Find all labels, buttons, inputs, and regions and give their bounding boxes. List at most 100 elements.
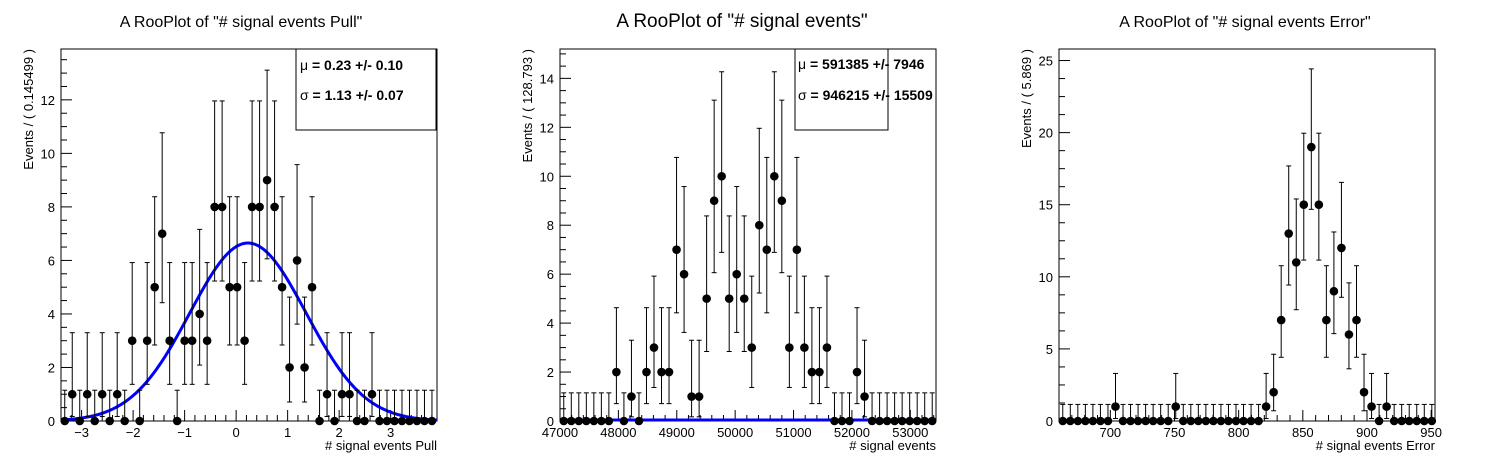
- stats-box: [295, 48, 437, 131]
- marker: [1163, 416, 1173, 426]
- data-point: [165, 262, 174, 385]
- y-tick-label: 12: [41, 93, 55, 108]
- marker: [172, 416, 182, 426]
- data-point: [202, 262, 212, 385]
- data-point: [397, 389, 407, 426]
- x-tick-label: 50000: [717, 425, 753, 440]
- marker: [1284, 229, 1294, 238]
- marker: [1239, 416, 1248, 426]
- marker: [270, 202, 279, 212]
- marker: [202, 336, 212, 346]
- data-point: [1111, 372, 1120, 420]
- marker: [1344, 330, 1354, 339]
- marker: [597, 416, 606, 426]
- x-tick-label: 52000: [834, 425, 870, 440]
- x-tick-label: 2: [336, 425, 343, 440]
- data-point: [405, 389, 414, 426]
- data-point: [574, 392, 584, 426]
- data-point: [1103, 403, 1113, 426]
- data-point: [1374, 403, 1384, 426]
- data-point: [367, 332, 377, 417]
- marker: [1126, 416, 1135, 426]
- data-point: [135, 389, 144, 426]
- marker: [1261, 402, 1271, 411]
- data-point: [1201, 403, 1211, 426]
- marker: [845, 416, 854, 426]
- data-point: [1231, 403, 1241, 426]
- data-point: [822, 275, 832, 388]
- marker: [1065, 416, 1075, 426]
- data-point: [897, 392, 907, 426]
- fit-curve: [60, 241, 438, 422]
- marker: [837, 416, 847, 426]
- y-tick-label: 0: [48, 414, 55, 429]
- marker: [1352, 315, 1361, 325]
- marker: [777, 196, 787, 206]
- data-point: [1088, 403, 1098, 426]
- marker: [90, 416, 100, 426]
- marker: [225, 282, 234, 292]
- data-point: [60, 389, 70, 426]
- data-point: [1291, 198, 1301, 311]
- stats-value: = 591385 +/- 7946: [806, 56, 925, 72]
- data-point: [232, 196, 242, 346]
- marker: [360, 416, 369, 426]
- y-tick-label: 14: [540, 71, 554, 86]
- data-point: [717, 71, 726, 253]
- data-point: [1389, 403, 1399, 426]
- marker: [180, 336, 189, 346]
- data-point: [679, 186, 689, 333]
- chart-panel-2: A RooPlot of "# signal events" 0 2 4 6 8 10 12 1…: [520, 11, 937, 453]
- data-point: [1118, 403, 1128, 426]
- data-point: [890, 392, 899, 426]
- marker: [1299, 200, 1309, 210]
- marker: [604, 416, 614, 426]
- marker: [1404, 416, 1414, 426]
- marker: [420, 416, 429, 426]
- y-tick-label: 15: [1039, 198, 1053, 213]
- data-point: [75, 389, 85, 426]
- data-point: [747, 275, 757, 388]
- x-tick-label: −2: [126, 425, 141, 440]
- marker: [687, 392, 696, 401]
- data-point: [337, 332, 347, 417]
- marker: [157, 229, 167, 238]
- x-tick-label: −3: [74, 425, 89, 440]
- data-point: [724, 215, 734, 352]
- chart-title: A RooPlot of "# signal events": [616, 11, 867, 32]
- x-tick-label: 49000: [659, 425, 695, 440]
- x-tick-label: −1: [177, 425, 192, 440]
- data-point: [210, 100, 219, 282]
- marker: [150, 282, 159, 292]
- marker: [785, 343, 794, 352]
- x-tick-label: 900: [1356, 425, 1378, 440]
- marker: [912, 416, 922, 426]
- marker: [300, 363, 309, 372]
- marker: [589, 416, 599, 426]
- data-point: [1359, 353, 1369, 412]
- data-point: [97, 332, 107, 417]
- data-point: [1404, 403, 1414, 426]
- marker: [732, 269, 742, 279]
- marker: [582, 416, 591, 426]
- marker: [612, 367, 621, 377]
- data-point: [427, 389, 437, 426]
- stats-box: [794, 48, 889, 131]
- x-tick-label: 48000: [600, 425, 636, 440]
- data-point: [390, 389, 399, 426]
- data-point: [157, 132, 167, 304]
- marker: [112, 389, 122, 399]
- marker: [262, 175, 272, 185]
- marker: [559, 416, 569, 426]
- data-point: [1246, 403, 1256, 426]
- data-point: [1224, 403, 1233, 426]
- data-point: [285, 296, 294, 403]
- x-tick-label: 53000: [892, 425, 928, 440]
- data-point: [1209, 403, 1218, 426]
- marker: [1148, 416, 1158, 426]
- data-point: [1171, 372, 1181, 420]
- data-point: [837, 392, 847, 426]
- data-point: [1299, 132, 1309, 261]
- data-point: [1412, 403, 1422, 426]
- data-point: [559, 392, 569, 426]
